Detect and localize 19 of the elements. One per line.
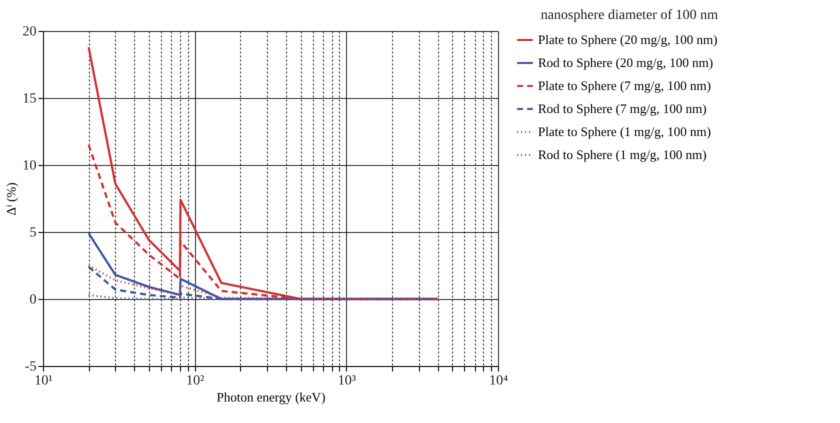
legend-label: Plate to Sphere (1 mg/g, 100 nm) (538, 124, 711, 139)
text: nanosphere diameter of 100 nm (540, 8, 718, 23)
legend-label: Rod to Sphere (7 mg/g, 100 nm) (538, 101, 707, 116)
x-axis-title: Photon energy (keV) (216, 390, 326, 404)
y-tick-label: 0 (30, 292, 36, 308)
x-tick-label: 10³ (338, 374, 356, 388)
legend-label: Rod to Sphere (20 mg/g, 100 nm) (538, 55, 714, 70)
y-tick-label: 5 (30, 226, 36, 240)
y-tick-label: 20 (22, 24, 36, 40)
legend-label: Rod to Sphere (1 mg/g, 100 nm) (538, 147, 707, 162)
x-tick-label: 10⁴ (489, 374, 508, 388)
legend-label: Plate to Sphere (20 mg/g, 100 nm) (538, 32, 718, 47)
x-tick-label: 10² (186, 374, 204, 388)
y-tick-label: 10 (22, 158, 36, 174)
y-tick-label: -5 (24, 360, 36, 374)
y-tick-label: 15 (22, 92, 36, 106)
y-axis-title: Δⁱ (%) (4, 182, 18, 216)
legend-label: Plate to Sphere (7 mg/g, 100 nm) (538, 78, 711, 93)
x-tick-label: 10¹ (34, 374, 53, 388)
